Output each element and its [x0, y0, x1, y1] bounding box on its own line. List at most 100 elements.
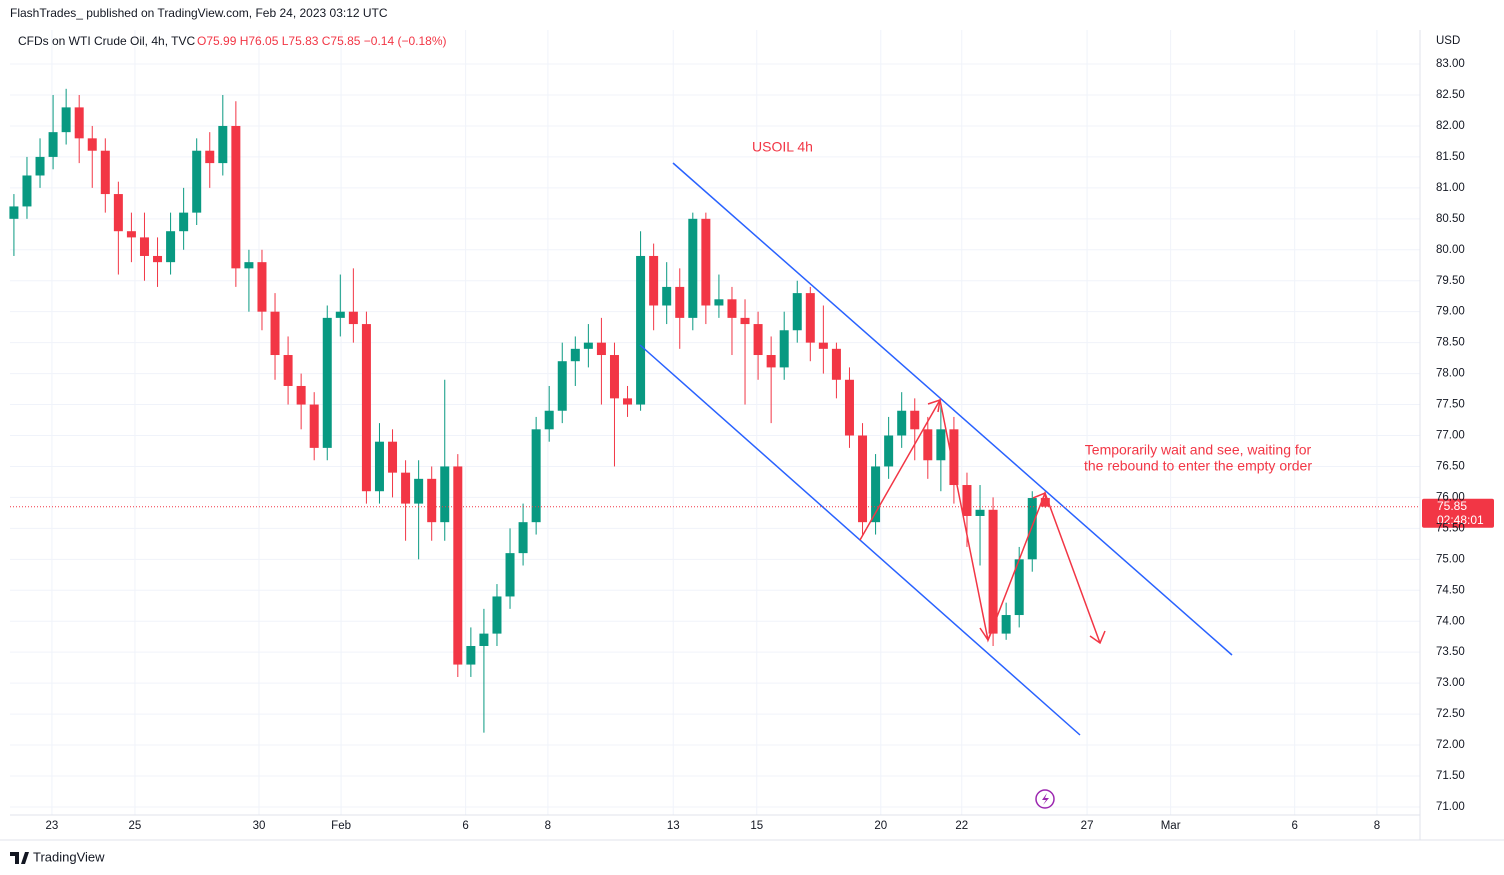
candle-body — [805, 293, 815, 343]
candle-body — [374, 441, 384, 492]
y-tick-label: 79.00 — [1436, 306, 1465, 318]
candle-body — [779, 330, 789, 368]
candle-body — [1027, 498, 1037, 560]
candle-body — [335, 311, 345, 318]
y-tick-label: 76.00 — [1436, 491, 1465, 503]
icon-bolt — [1042, 793, 1049, 805]
channel-upper — [672, 162, 1233, 656]
candle-body — [753, 324, 763, 356]
candle-body — [257, 262, 267, 312]
candle-body — [531, 429, 541, 523]
candle-body — [675, 286, 685, 318]
candles — [9, 88, 1050, 733]
x-tick-label: 6 — [1291, 820, 1297, 832]
candle-body — [596, 342, 606, 356]
candle-body — [35, 156, 45, 176]
x-tick-label: Feb — [331, 820, 351, 832]
candle-body — [1040, 498, 1050, 507]
candle-body — [401, 472, 411, 504]
candle-body — [557, 361, 567, 411]
candle-body — [818, 342, 828, 349]
x-tick-label: 27 — [1081, 820, 1094, 832]
candle-body — [153, 255, 163, 263]
y-tick-label: 73.00 — [1436, 677, 1465, 689]
candle-body — [218, 125, 228, 164]
candle-body — [936, 429, 946, 461]
candle-body — [466, 645, 476, 665]
candle-body — [570, 348, 580, 362]
y-tick-label: 79.50 — [1436, 275, 1465, 287]
candle-body — [910, 410, 920, 430]
candle-body — [688, 218, 698, 318]
candle-body — [701, 218, 711, 306]
candle-body — [988, 509, 998, 634]
y-tick-label: 72.00 — [1436, 739, 1465, 751]
candle-body — [61, 107, 71, 133]
y-tick-label: 82.50 — [1436, 89, 1465, 101]
candle-body — [348, 311, 358, 325]
y-tick-label: 82.00 — [1436, 120, 1465, 132]
candle-body — [22, 175, 32, 207]
x-tick-label: 8 — [545, 820, 551, 832]
candle-body — [74, 107, 84, 139]
candle-body — [897, 410, 907, 436]
candle-body — [844, 379, 854, 436]
candle-body — [871, 466, 881, 523]
candle-body — [962, 485, 972, 516]
arrow-head — [1089, 630, 1106, 645]
candle-body — [740, 317, 750, 325]
annotation: USOIL 4h — [752, 139, 813, 155]
symbol: CFDs on WTI Crude Oil, 4h, TVC — [18, 34, 195, 48]
y-tick-label: 74.50 — [1436, 584, 1465, 596]
y-tick-label: 83.00 — [1436, 58, 1465, 70]
y-tick-label: 75.00 — [1436, 553, 1465, 565]
y-tick-label: 80.00 — [1436, 244, 1465, 256]
candle-body — [179, 212, 189, 232]
y-tick-label: 78.00 — [1436, 368, 1465, 380]
brand: TradingView — [33, 849, 105, 864]
candle-body — [479, 633, 489, 646]
candle-body — [192, 150, 202, 213]
x-tick-label: 13 — [667, 820, 680, 832]
candle-body — [48, 132, 58, 157]
price-tag-countdown: 02:48:01 — [1437, 513, 1484, 527]
candle-body — [949, 429, 959, 486]
candle-body — [361, 324, 371, 492]
candle-body — [126, 231, 136, 238]
arrow-head — [927, 398, 941, 413]
y-tick-label: 71.50 — [1436, 770, 1465, 782]
candle-body — [923, 429, 933, 461]
candle-body — [309, 404, 319, 448]
annotation: the rebound to enter the empty order — [1084, 458, 1312, 474]
candle-body — [231, 125, 241, 269]
candle-body — [727, 299, 737, 318]
candle-body — [518, 522, 528, 554]
publish-info: FlashTrades_ published on TradingView.co… — [10, 6, 388, 20]
candle-body — [649, 255, 659, 306]
y-tick-label: 81.50 — [1436, 151, 1465, 163]
candle-body — [453, 466, 463, 665]
arrow-head — [979, 625, 995, 642]
candle-body — [792, 293, 802, 331]
logo: TradingView — [10, 849, 105, 864]
candle-body — [9, 206, 19, 219]
x-tick-label: 20 — [874, 820, 887, 832]
arrow-head — [1032, 491, 1048, 507]
candle-body — [427, 478, 437, 523]
candle-body — [440, 466, 450, 523]
candle-body — [609, 355, 619, 399]
candle-body — [662, 286, 672, 306]
candle-body — [505, 553, 515, 597]
x-tick-label: Mar — [1161, 820, 1181, 832]
y-tick-label: 77.50 — [1436, 399, 1465, 411]
candle-body — [100, 150, 110, 195]
candle-body — [205, 150, 215, 164]
x-tick-label: 23 — [46, 820, 59, 832]
candle-body — [1001, 615, 1011, 634]
price-tag — [1422, 498, 1494, 528]
candle-body — [884, 435, 894, 467]
candle-body — [322, 317, 332, 448]
